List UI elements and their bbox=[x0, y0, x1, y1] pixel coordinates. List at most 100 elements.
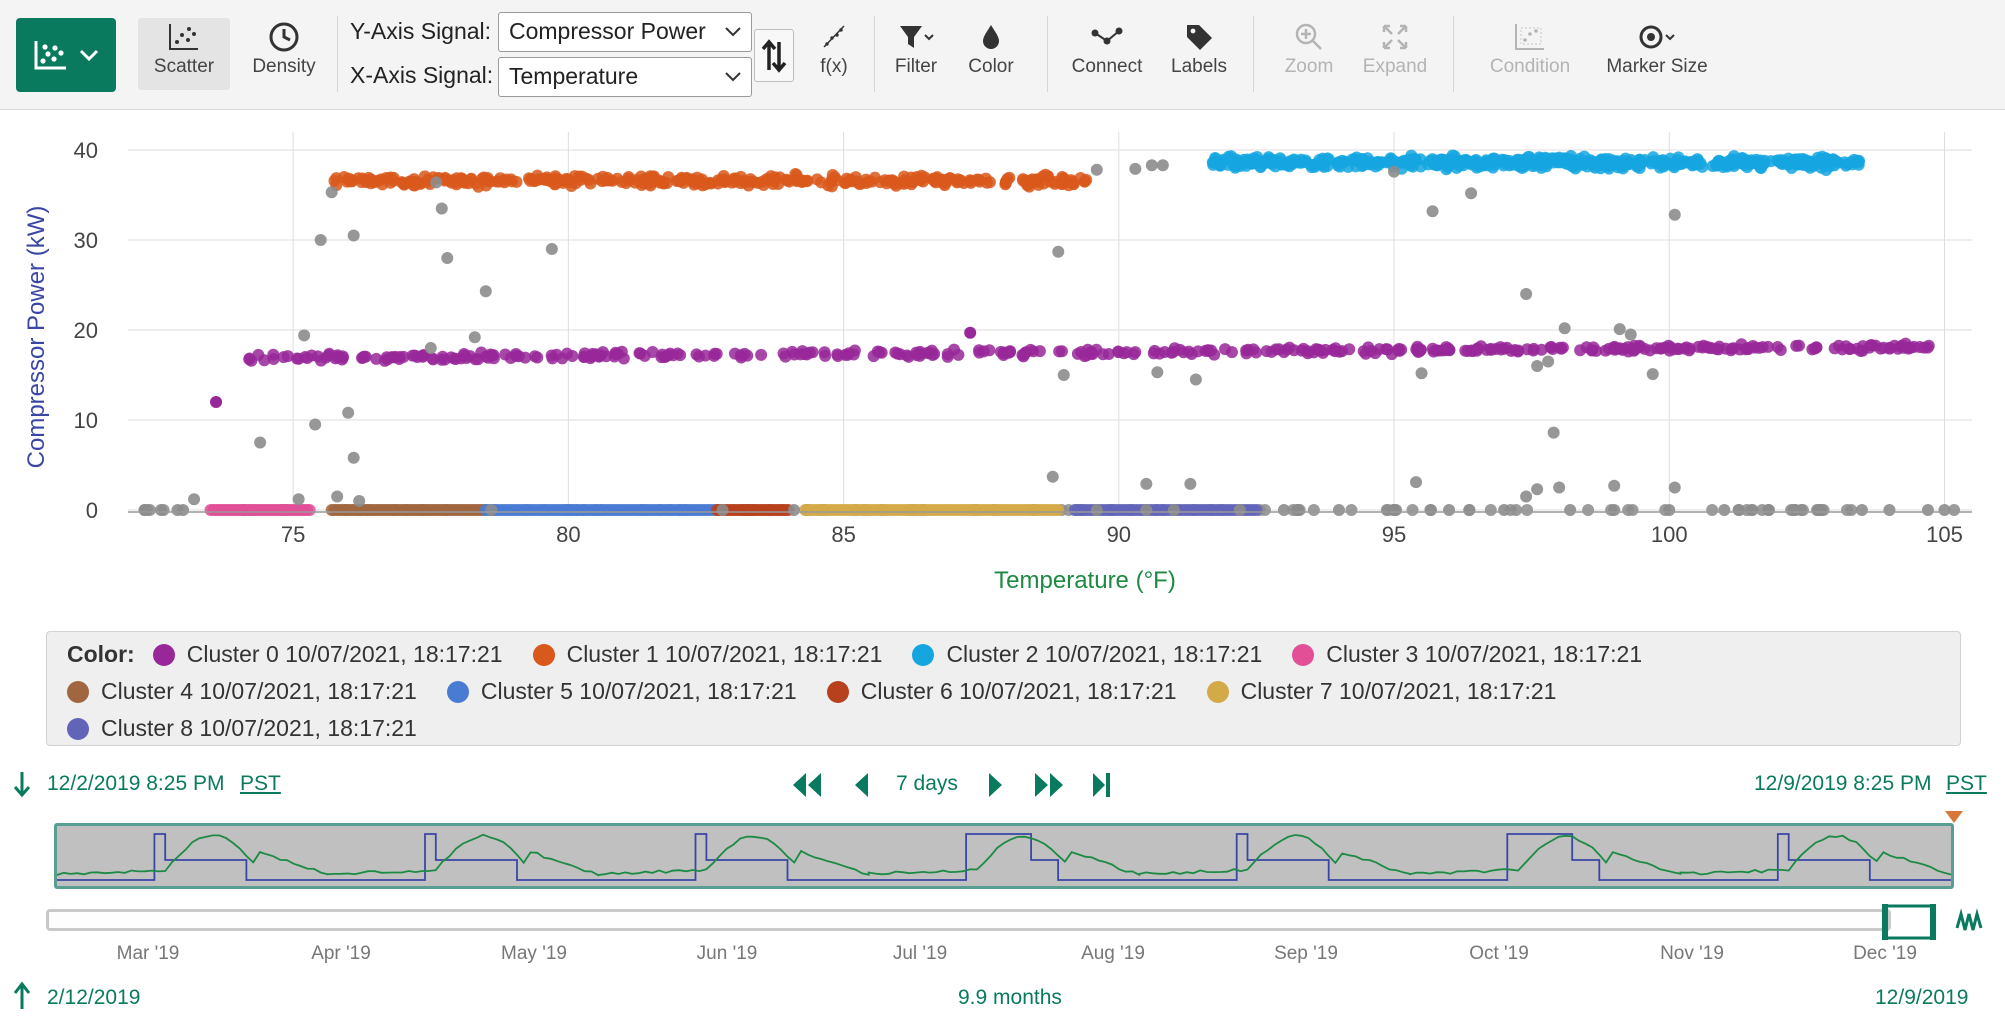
data-point-unclustered bbox=[424, 342, 437, 354]
data-point-unclustered bbox=[1465, 187, 1478, 200]
display-end-time[interactable]: 12/9/2019 8:25 PM bbox=[1754, 772, 1932, 795]
legend-label: Cluster 2 10/07/2021, 18:17:21 bbox=[946, 641, 1263, 667]
fx-button[interactable]: f(x) bbox=[808, 18, 860, 90]
legend-item-cluster-6[interactable]: Cluster 6 10/07/2021, 18:17:21 bbox=[826, 673, 1177, 710]
investigate-duration[interactable]: 9.9 months bbox=[958, 986, 1062, 1009]
data-point-unclustered bbox=[485, 504, 498, 516]
legend-item-cluster-2[interactable]: Cluster 2 10/07/2021, 18:17:21 bbox=[912, 636, 1262, 673]
x-axis-signal-select[interactable]: Temperature bbox=[498, 57, 752, 97]
filter-button[interactable]: Filter bbox=[886, 18, 946, 90]
data-point-cluster-0 bbox=[406, 349, 419, 362]
data-point-cluster-0 bbox=[1843, 342, 1856, 355]
scatter-mode-button[interactable]: Scatter bbox=[138, 18, 230, 90]
investigate-start-date[interactable]: 2/12/2019 bbox=[47, 986, 141, 1009]
swap-axes-button[interactable] bbox=[754, 29, 794, 82]
data-point-cluster-1 bbox=[888, 175, 901, 188]
data-point-unclustered bbox=[1553, 481, 1566, 494]
data-point-cluster-2 bbox=[1828, 154, 1841, 167]
display-start-time[interactable]: 12/2/2019 8:25 PM bbox=[47, 772, 225, 795]
color-button[interactable]: Color bbox=[962, 18, 1020, 90]
scatter-chart[interactable]: 0 10 20 30 40 75 80 85 90 95 100 105 Temperature (°… bbox=[0, 118, 2005, 598]
legend-item-cluster-0[interactable]: Cluster 0 10/07/2021, 18:17:21 bbox=[152, 636, 503, 673]
legend-title: Color: bbox=[67, 641, 135, 667]
condition-button[interactable]: Condition bbox=[1482, 18, 1578, 90]
legend-label: Cluster 7 10/07/2021, 18:17:21 bbox=[1240, 678, 1557, 704]
data-point-unclustered bbox=[314, 234, 327, 246]
forward-full-icon[interactable] bbox=[1032, 770, 1066, 800]
data-point-cluster-0 bbox=[798, 348, 811, 361]
data-point-unclustered bbox=[188, 493, 201, 506]
data-point-cluster-0 bbox=[1599, 344, 1612, 357]
step-forward-icon[interactable] bbox=[985, 770, 1005, 800]
data-point-cluster-1 bbox=[638, 173, 651, 186]
data-point-unclustered bbox=[1498, 504, 1511, 516]
data-point-unclustered bbox=[1706, 504, 1719, 516]
data-point-unclustered bbox=[1762, 504, 1775, 516]
investigate-range-track[interactable] bbox=[46, 909, 1891, 931]
data-point-cluster-2 bbox=[1727, 150, 1740, 163]
expand-button[interactable]: Expand bbox=[1360, 18, 1430, 90]
legend-item-cluster-3[interactable]: Cluster 3 10/07/2021, 18:17:21 bbox=[1292, 636, 1642, 673]
data-point-cluster-0 bbox=[267, 353, 280, 366]
data-point-cluster-0 bbox=[1461, 344, 1474, 357]
data-point-cluster-1 bbox=[868, 171, 881, 184]
data-point-cluster-0 bbox=[708, 347, 721, 360]
data-point-cluster-0 bbox=[509, 347, 522, 360]
legend-item-cluster-5[interactable]: Cluster 5 10/07/2021, 18:17:21 bbox=[446, 673, 797, 710]
capsule-zoom-icon[interactable] bbox=[1955, 906, 1983, 938]
data-point-cluster-0 bbox=[499, 348, 512, 361]
data-point-cluster-0 bbox=[1553, 341, 1566, 354]
data-point-cluster-0 bbox=[1205, 344, 1218, 357]
data-point-cluster-0 bbox=[690, 348, 703, 361]
data-point-cluster-2 bbox=[1713, 155, 1726, 168]
marker-size-button[interactable]: Marker Size bbox=[1604, 18, 1710, 90]
connect-button[interactable]: Connect bbox=[1068, 18, 1146, 90]
legend-item-cluster-4[interactable]: Cluster 4 10/07/2021, 18:17:21 bbox=[67, 673, 417, 710]
data-point-cluster-0 bbox=[545, 349, 558, 362]
data-point-cluster-1 bbox=[1021, 178, 1034, 191]
data-point-unclustered bbox=[1613, 323, 1626, 336]
zoom-in-icon bbox=[1295, 23, 1322, 50]
investigate-end-date[interactable]: 12/9/2019 bbox=[1875, 986, 1969, 1009]
rewind-full-icon[interactable] bbox=[790, 770, 824, 800]
data-point-cluster-0 bbox=[566, 350, 579, 363]
legend-item-cluster-7[interactable]: Cluster 7 10/07/2021, 18:17:21 bbox=[1206, 673, 1557, 710]
range-selector-handle[interactable] bbox=[1882, 902, 1942, 942]
data-point-cluster-0 bbox=[1627, 344, 1640, 357]
step-back-arrow-icon[interactable] bbox=[12, 770, 32, 798]
visualization-menu-button[interactable] bbox=[16, 18, 116, 92]
jump-to-now-icon[interactable] bbox=[1090, 770, 1114, 800]
data-point-unclustered bbox=[1307, 504, 1320, 516]
arrow-up-icon[interactable] bbox=[12, 981, 32, 1011]
display-range-overview[interactable] bbox=[54, 823, 1954, 889]
y-axis-signal-select[interactable]: Compressor Power bbox=[498, 12, 752, 52]
data-point-cluster-0 bbox=[528, 350, 541, 363]
data-point-unclustered bbox=[1151, 366, 1164, 379]
labels-button[interactable]: Labels bbox=[1166, 18, 1232, 90]
end-timezone-link[interactable]: PST bbox=[1946, 772, 1987, 795]
x-tick-label: 80 bbox=[556, 522, 580, 547]
data-point-cluster-0 bbox=[210, 396, 223, 408]
data-point-unclustered bbox=[430, 176, 443, 189]
data-point-cluster-0 bbox=[755, 348, 768, 361]
expand-icon bbox=[1382, 24, 1408, 50]
data-point-cluster-1 bbox=[328, 174, 341, 187]
data-point-cluster-0 bbox=[1260, 345, 1273, 358]
y-axis-title: Compressor Power (kW) bbox=[23, 206, 50, 469]
data-point-unclustered bbox=[1510, 504, 1523, 516]
chevron-down-icon bbox=[79, 49, 99, 62]
density-mode-button[interactable]: Density bbox=[238, 18, 330, 90]
tag-icon bbox=[1187, 25, 1212, 50]
data-point-unclustered bbox=[1564, 504, 1577, 516]
zoom-button[interactable]: Zoom bbox=[1280, 18, 1338, 90]
data-point-unclustered bbox=[298, 329, 311, 342]
step-back-icon[interactable] bbox=[852, 770, 872, 800]
data-point-unclustered bbox=[1090, 163, 1103, 176]
data-point-cluster-0 bbox=[1672, 343, 1685, 356]
data-point-unclustered bbox=[1855, 504, 1868, 516]
data-point-unclustered bbox=[716, 504, 729, 516]
start-timezone-link[interactable]: PST bbox=[240, 772, 281, 795]
legend-item-cluster-8[interactable]: Cluster 8 10/07/2021, 18:17:21 bbox=[67, 710, 417, 747]
display-duration[interactable]: 7 days bbox=[896, 772, 958, 795]
legend-item-cluster-1[interactable]: Cluster 1 10/07/2021, 18:17:21 bbox=[532, 636, 882, 673]
